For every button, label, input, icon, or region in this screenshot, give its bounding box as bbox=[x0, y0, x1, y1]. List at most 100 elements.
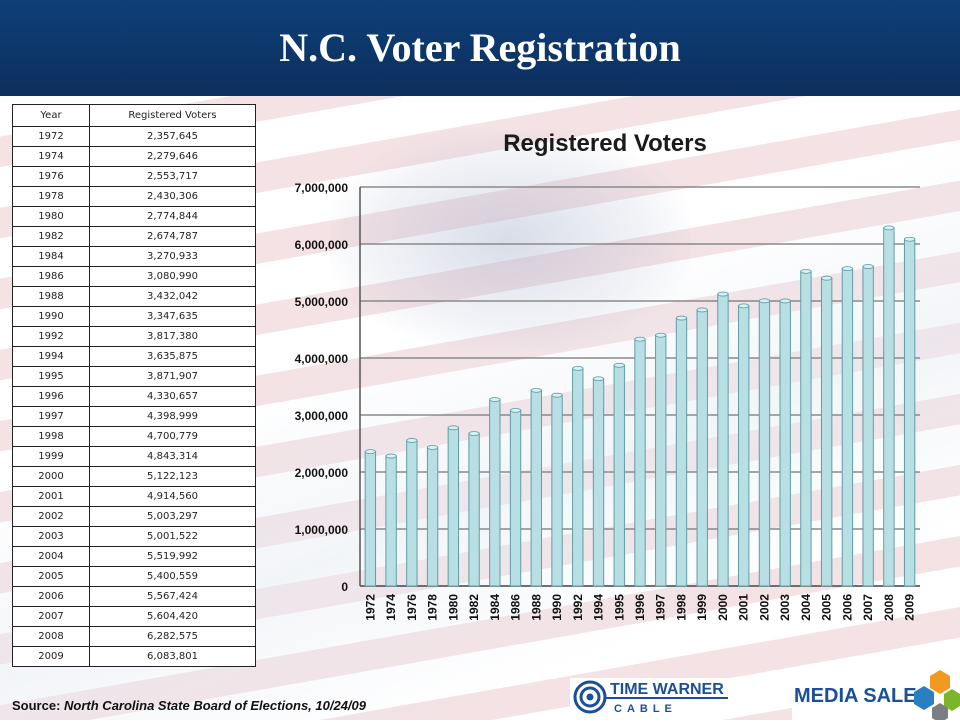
x-tick-label: 1976 bbox=[405, 594, 419, 621]
bar-2000 bbox=[717, 293, 729, 587]
source-line: Source: North Carolina State Board of El… bbox=[12, 698, 366, 713]
table-cell-voters: 4,843,314 bbox=[89, 446, 256, 467]
table-cell-voters: 3,080,990 bbox=[89, 266, 256, 287]
x-tick-label: 1982 bbox=[467, 594, 481, 621]
table-cell-voters: 4,330,657 bbox=[89, 386, 256, 407]
bar-1982 bbox=[468, 433, 480, 587]
table-row: 1999 4,843,314 bbox=[12, 446, 256, 467]
source-text: North Carolina State Board of Elections,… bbox=[64, 698, 367, 713]
x-tick-label: 1986 bbox=[509, 594, 523, 621]
table-row: 1986 3,080,990 bbox=[12, 266, 256, 287]
x-tick-label: 1978 bbox=[426, 594, 440, 621]
table-cell-voters: 5,122,123 bbox=[89, 466, 256, 487]
bar-chart: 0 1,000,000 2,000,000 3,000,000 4,000,000 5,0… bbox=[295, 181, 920, 621]
y-tick-label: 3,000,000 bbox=[295, 409, 349, 423]
bar-cap bbox=[551, 392, 563, 398]
media-sales-logo: MEDIA SALES bbox=[792, 668, 960, 723]
table-cell-year: 1998 bbox=[12, 426, 90, 447]
table-row: 2002 5,003,297 bbox=[12, 506, 256, 527]
table-cell-year: 1996 bbox=[12, 386, 90, 407]
bar-1976 bbox=[406, 439, 418, 587]
x-tick-label: 1995 bbox=[612, 594, 626, 621]
bar-cap bbox=[758, 298, 771, 304]
bar-1995 bbox=[613, 364, 625, 587]
table-row: 2009 6,083,801 bbox=[12, 646, 256, 667]
table-cell-voters: 2,553,717 bbox=[89, 166, 256, 187]
bar-cap bbox=[738, 303, 750, 309]
hex-gray-icon bbox=[932, 703, 948, 723]
bar-cap bbox=[364, 449, 376, 455]
x-tick-label: 1974 bbox=[384, 594, 398, 621]
x-tick-label: 2009 bbox=[903, 594, 917, 621]
bar-cap bbox=[779, 298, 791, 304]
voter-data-table: Year Registered Voters 1972 2,357,645 1974… bbox=[12, 104, 256, 667]
table-cell-year: 1986 bbox=[12, 266, 90, 287]
table-cell-voters: 2,279,646 bbox=[89, 146, 256, 167]
table-row: 1996 4,330,657 bbox=[12, 386, 256, 407]
table-cell-voters: 3,871,907 bbox=[89, 366, 256, 387]
table-cell-year: 1974 bbox=[12, 146, 90, 167]
source-label: Source: bbox=[12, 698, 61, 713]
table-cell-voters: 6,282,575 bbox=[89, 626, 256, 647]
table-row: 1974 2,279,646 bbox=[12, 146, 256, 167]
logo-left-line2: CABLE bbox=[614, 703, 677, 715]
bar-1998 bbox=[675, 317, 688, 587]
bar-1997 bbox=[655, 334, 667, 587]
x-tick-label: 1998 bbox=[674, 594, 688, 621]
bar-cap bbox=[862, 264, 874, 269]
bar-cap bbox=[406, 438, 418, 443]
table-row: 2000 5,122,123 bbox=[12, 466, 256, 487]
table-cell-voters: 2,674,787 bbox=[89, 226, 256, 247]
table-cell-year: 1978 bbox=[12, 186, 90, 207]
x-tick-label: 2003 bbox=[778, 594, 792, 621]
bar-2004 bbox=[800, 270, 812, 587]
bar-cap bbox=[883, 225, 895, 231]
table-body: 1972 2,357,645 1974 2,279,646 1976 2,553,717 1… bbox=[12, 126, 256, 667]
table-cell-voters: 5,567,424 bbox=[89, 586, 256, 607]
bar-1992 bbox=[572, 367, 584, 587]
x-tick-label: 1992 bbox=[571, 594, 585, 621]
table-row: 1984 3,270,933 bbox=[12, 246, 256, 267]
bar-cap bbox=[800, 268, 812, 274]
bar-cap bbox=[530, 387, 542, 393]
table-cell-voters: 4,914,560 bbox=[89, 486, 256, 507]
table-cell-year: 1976 bbox=[12, 166, 90, 187]
bar-cap bbox=[447, 425, 459, 431]
bar-cap bbox=[572, 366, 584, 371]
chart-title: Registered Voters bbox=[503, 130, 707, 157]
bar-cap bbox=[655, 332, 667, 338]
table-cell-voters: 5,001,522 bbox=[89, 526, 256, 547]
table-cell-year: 2003 bbox=[12, 526, 90, 547]
bar-cap bbox=[613, 362, 625, 368]
y-tick-label: 0 bbox=[341, 580, 348, 594]
table-cell-year: 1992 bbox=[12, 326, 90, 347]
table-cell-year: 2005 bbox=[12, 566, 90, 587]
x-tick-label: 2006 bbox=[840, 594, 854, 621]
x-tick-label: 2001 bbox=[737, 594, 751, 621]
x-tick-label: 1996 bbox=[633, 594, 647, 621]
bar-cap bbox=[468, 431, 480, 436]
bar-1999 bbox=[696, 309, 708, 587]
background-stars-area bbox=[330, 130, 690, 350]
table-cell-voters: 5,519,992 bbox=[89, 546, 256, 567]
bar-1978 bbox=[426, 446, 439, 587]
bar-cap bbox=[509, 407, 522, 413]
table-cell-year: 1990 bbox=[12, 306, 90, 327]
bar-cap bbox=[427, 445, 439, 450]
table-cell-year: 2006 bbox=[12, 586, 90, 607]
table-cell-voters: 2,774,844 bbox=[89, 206, 256, 227]
table-cell-year: 1972 bbox=[12, 126, 90, 147]
table-header-year: Year bbox=[12, 104, 90, 127]
table-row: 1980 2,774,844 bbox=[12, 206, 256, 227]
table-row: 1988 3,432,042 bbox=[12, 286, 256, 307]
bar-1986 bbox=[509, 409, 522, 587]
time-warner-eye-icon: TIME WARNER CABLE bbox=[573, 680, 728, 715]
y-tick-label: 6,000,000 bbox=[295, 238, 349, 252]
x-tick-label: 2000 bbox=[716, 594, 730, 621]
table-cell-voters: 3,347,635 bbox=[89, 306, 256, 327]
table-row: 2007 5,604,420 bbox=[12, 606, 256, 627]
bar-1972 bbox=[364, 451, 377, 587]
bar-1974 bbox=[385, 455, 397, 587]
bar-cap bbox=[717, 291, 729, 297]
page-title: N.C. Voter Registration bbox=[279, 25, 681, 70]
